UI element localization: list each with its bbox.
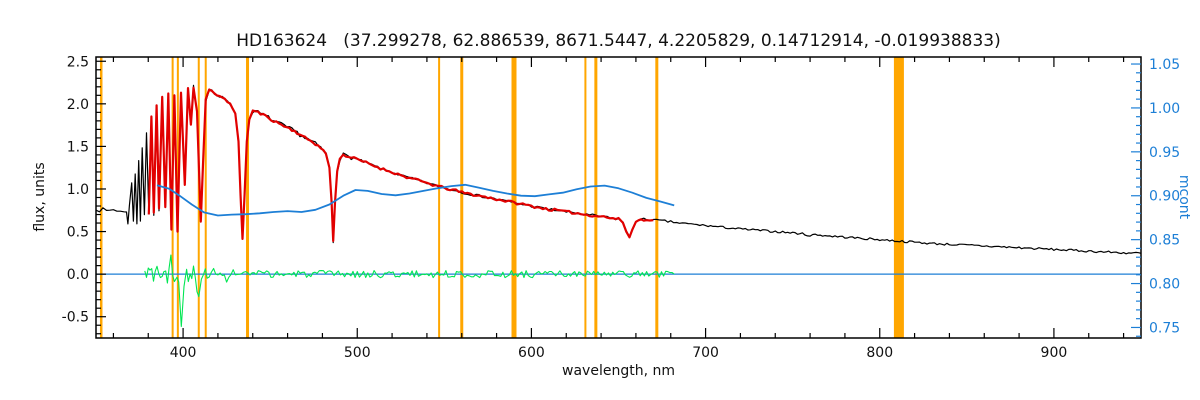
series-group: [96, 84, 1141, 328]
y-axis-label-right: mcont: [1176, 174, 1192, 220]
ticks-group: 400 500 600 700 800 900 -0.5 0.0 0.5 1.0 1.5 2.0 2.5…: [62, 54, 1181, 361]
y-axis-label-left: flux, units: [32, 162, 48, 232]
series-mcont: [156, 183, 675, 217]
y-left-tick-label: 2.0: [67, 97, 89, 113]
y-right-tick-label: 1.05: [1149, 57, 1180, 73]
x-tick-label: 500: [344, 345, 371, 361]
y-right-tick-label: 0.95: [1149, 145, 1180, 161]
series-residual: [144, 254, 675, 328]
x-tick-label: 400: [170, 345, 197, 361]
y-left-tick-label: 0.5: [67, 225, 89, 241]
y-left-tick-label: -0.5: [62, 310, 89, 326]
plot-frame: [95, 56, 1142, 339]
mask-lines-group: [99, 57, 904, 338]
y-right-tick-label: 0.80: [1149, 277, 1180, 293]
x-tick-label: 800: [866, 345, 893, 361]
x-axis-label: wavelength, nm: [562, 363, 675, 379]
x-tick-label: 600: [518, 345, 545, 361]
y-left-tick-label: 0.0: [67, 267, 89, 283]
y-left-tick-label: 1.0: [67, 182, 89, 198]
y-right-tick-label: 0.90: [1149, 189, 1180, 205]
y-right-tick-label: 0.75: [1149, 320, 1180, 336]
y-left-tick-label: 1.5: [67, 139, 89, 155]
y-right-tick-label: 0.85: [1149, 233, 1180, 249]
x-tick-label: 700: [692, 345, 719, 361]
y-left-tick-label: 2.5: [67, 54, 89, 70]
series-model_fit: [147, 86, 654, 242]
plot-title: HD163624 (37.299278, 62.886539, 8671.544…: [236, 31, 1001, 51]
y-right-tick-label: 1.00: [1149, 101, 1180, 117]
x-tick-label: 900: [1041, 345, 1068, 361]
